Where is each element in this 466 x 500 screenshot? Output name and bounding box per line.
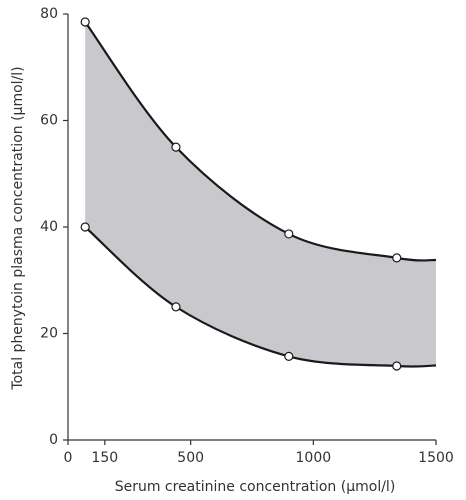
y-tick-label: 80 <box>40 6 58 22</box>
point <box>284 351 294 361</box>
point <box>80 222 90 232</box>
x-tick-label: 0 <box>64 450 73 466</box>
y-tick-label: 20 <box>40 326 58 342</box>
point <box>284 229 294 239</box>
y-tick-label: 60 <box>40 113 58 129</box>
point <box>392 253 402 263</box>
y-tick-label: 0 <box>49 432 58 448</box>
x-tick-label: 1000 <box>296 450 332 466</box>
point <box>171 302 181 312</box>
point <box>80 17 90 27</box>
band-fill <box>85 21 436 367</box>
point <box>171 142 181 152</box>
point <box>392 361 402 371</box>
x-tick-label: 1500 <box>418 450 454 466</box>
x-tick-label: 150 <box>91 450 118 466</box>
y-tick-label: 40 <box>40 219 58 235</box>
x-tick-label: 500 <box>177 450 204 466</box>
y-axis-label: Total phenytoin plasma concentration (μm… <box>10 66 26 390</box>
x-axis-label: Serum creatinine concentration (μmol/l) <box>115 479 396 495</box>
